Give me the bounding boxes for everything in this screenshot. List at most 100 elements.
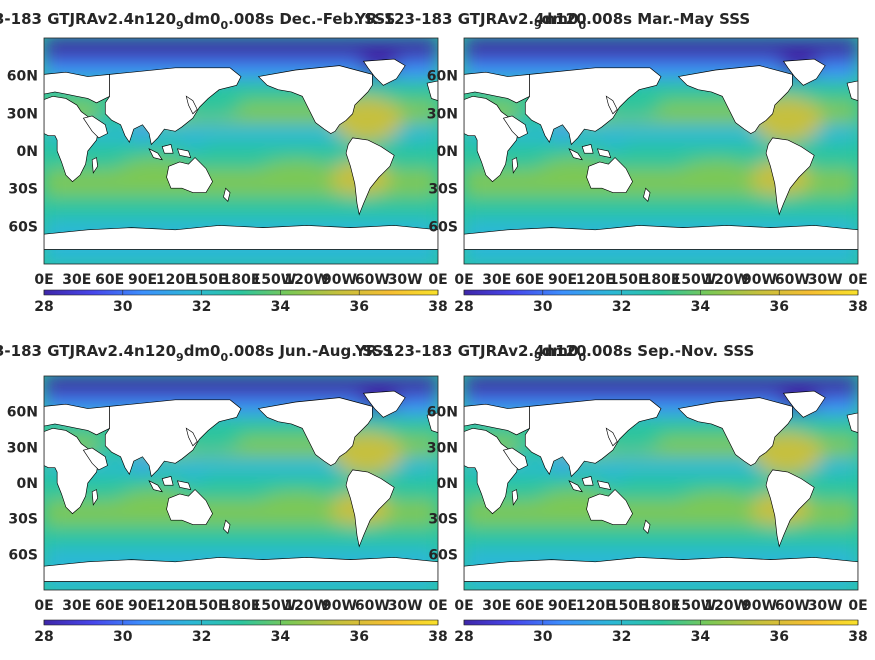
salinity-field	[44, 376, 438, 590]
colorbar-tick-label: 30	[113, 629, 133, 645]
colorbar-tick-label: 38	[428, 299, 447, 315]
colorbar-tick-label: 36	[349, 629, 368, 645]
x-tick-label: 0E	[34, 598, 53, 614]
x-tick-label: 150W	[251, 272, 296, 288]
x-tick-label: 60E	[95, 272, 124, 288]
y-tick-label: 0N	[17, 476, 38, 492]
salinity-field	[464, 38, 858, 264]
x-tick-label: 90E	[548, 272, 577, 288]
colorbar-tick-label: 36	[769, 299, 788, 315]
x-tick-label: 60W	[775, 598, 810, 614]
y-tick-label: 30S	[8, 182, 38, 198]
x-tick-label: 30W	[388, 598, 423, 614]
x-tick-label: 180E	[222, 272, 261, 288]
y-tick-label: 30N	[7, 440, 38, 456]
x-tick-label: 60W	[775, 272, 810, 288]
x-tick-label: 30E	[62, 272, 91, 288]
overlapping-title-fragment: YR-123-183 GTJRAv2.4n120	[354, 342, 587, 360]
x-tick-label: 60E	[95, 598, 124, 614]
colorbar-tick-label: 32	[612, 299, 631, 315]
axes-box	[43, 375, 439, 591]
x-tick-label: 90W	[742, 598, 777, 614]
x-tick-label: 120E	[576, 272, 615, 288]
x-tick-label: 0E	[454, 272, 473, 288]
x-tick-label: 180E	[642, 272, 681, 288]
colorbar-tick-label: 30	[113, 299, 133, 315]
colorbar-tick-label: 34	[271, 629, 291, 645]
x-tick-label: 30W	[808, 272, 843, 288]
colorbar-tick-label: 30	[533, 629, 553, 645]
colorbar	[43, 619, 439, 626]
y-tick-label: 60S	[8, 547, 38, 563]
x-tick-label: 0E	[34, 272, 53, 288]
colorbar-tick-label: 36	[769, 629, 788, 645]
y-tick-label: 60N	[7, 405, 38, 421]
y-tick-label: 30N	[427, 106, 458, 122]
x-tick-label: 150W	[251, 598, 296, 614]
x-tick-label: 90W	[322, 598, 357, 614]
overlapping-title-fragment: YR-123-183 GTJRAv2.4n120	[354, 10, 587, 28]
axes-box	[463, 37, 859, 265]
colorbar-tick-label: 36	[349, 299, 368, 315]
axes-box	[463, 375, 859, 591]
x-tick-label: 60E	[515, 598, 544, 614]
colorbar-tick-label: 38	[848, 629, 867, 645]
x-tick-label: 120W	[284, 598, 329, 614]
y-tick-label: 30N	[427, 440, 458, 456]
subplot-4: 60N 30N 0N 30S 60S 0E 30E 60E 90E120E150E180E150…	[427, 342, 868, 645]
colorbar-tick-label: 34	[691, 629, 711, 645]
salinity-field	[44, 38, 438, 264]
x-tick-label: 90E	[128, 598, 157, 614]
salinity-field	[464, 376, 858, 590]
x-tick-label: 0E	[848, 598, 867, 614]
y-tick-label: 0N	[437, 476, 458, 492]
y-tick-label: 60S	[428, 547, 458, 563]
x-tick-label: 150E	[609, 598, 648, 614]
x-tick-label: 30W	[388, 272, 423, 288]
x-tick-label: 60W	[355, 272, 390, 288]
x-tick-label: 150W	[671, 598, 716, 614]
x-tick-label: 180E	[222, 598, 261, 614]
panel-title: 9dm00.008s Mar.-May SSS	[534, 10, 750, 32]
y-tick-label: 30S	[428, 512, 458, 528]
y-tick-label: 30N	[7, 106, 38, 122]
colorbar-tick-label: 38	[428, 629, 447, 645]
colorbar-tick-label: 28	[454, 629, 473, 645]
colorbar-tick-label: 32	[192, 299, 211, 315]
x-tick-label: 90W	[742, 272, 777, 288]
y-tick-label: 30S	[428, 182, 458, 198]
colorbar-tick-label: 38	[848, 299, 867, 315]
x-tick-label: 30E	[62, 598, 91, 614]
colorbar	[463, 289, 859, 296]
x-tick-label: 30E	[482, 598, 511, 614]
x-tick-label: 0E	[428, 272, 447, 288]
x-tick-label: 150E	[609, 272, 648, 288]
subplot-2: 60N 30N 0N 30S 60S 0E 30E 60E 90E120E150E180E150…	[427, 10, 868, 315]
x-tick-label: 90W	[322, 272, 357, 288]
colorbar-tick-label: 28	[454, 299, 473, 315]
colorbar-tick-label: 32	[612, 629, 631, 645]
panel-title: 9dm00.008s Sep.-Nov. SSS	[534, 342, 754, 364]
panel-title: 3-183 GTJRAv2.4n1209dm00.008s Dec.-Feb. …	[0, 10, 395, 32]
x-tick-label: 120W	[704, 598, 749, 614]
x-tick-label: 90E	[548, 598, 577, 614]
x-tick-label: 120E	[156, 598, 195, 614]
x-tick-label: 150W	[671, 272, 716, 288]
x-tick-label: 150E	[189, 272, 228, 288]
colorbar	[43, 289, 439, 296]
x-tick-label: 120E	[156, 272, 195, 288]
colorbar-tick-label: 30	[533, 299, 553, 315]
x-tick-label: 150E	[189, 598, 228, 614]
y-tick-label: 0N	[17, 144, 38, 160]
y-tick-label: 60S	[8, 219, 38, 235]
x-tick-label: 60E	[515, 272, 544, 288]
x-tick-label: 120W	[284, 272, 329, 288]
y-tick-label: 60N	[427, 405, 458, 421]
x-tick-label: 30E	[482, 272, 511, 288]
x-tick-label: 0E	[848, 272, 867, 288]
axes-box	[43, 37, 439, 265]
colorbar-tick-label: 28	[34, 629, 53, 645]
